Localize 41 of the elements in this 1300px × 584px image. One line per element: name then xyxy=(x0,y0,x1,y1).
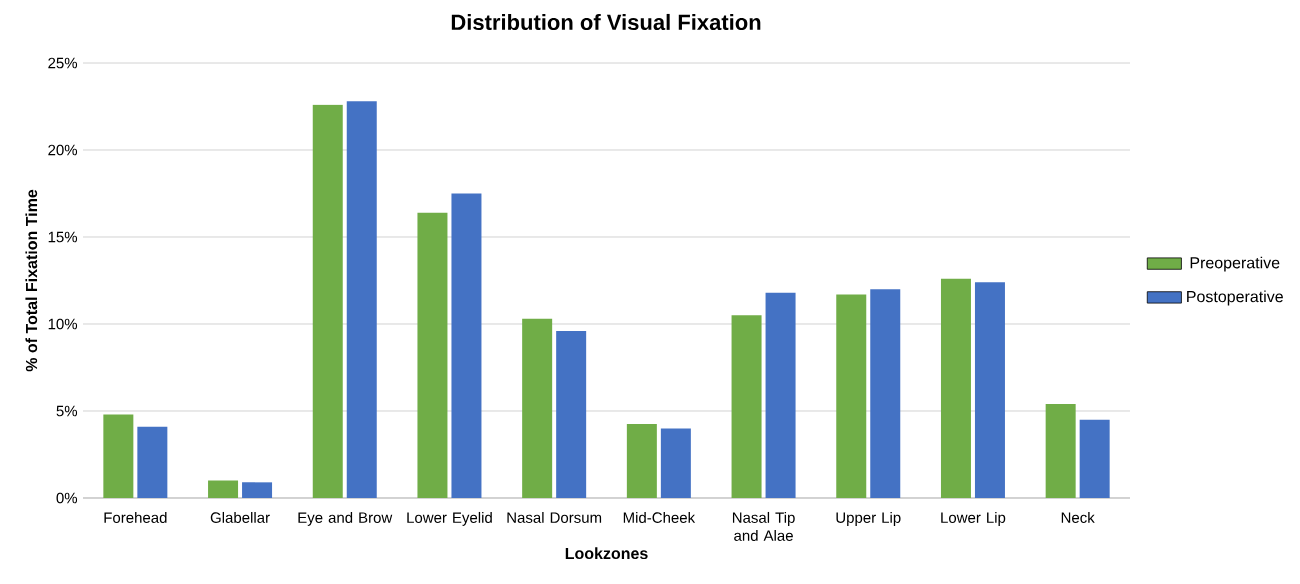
legend-label: Preoperative xyxy=(1190,256,1280,272)
bar xyxy=(208,480,239,498)
bar xyxy=(417,212,448,498)
bar xyxy=(1045,404,1076,498)
x-tick-label: Nasal Tip and Alae xyxy=(732,511,795,541)
bar xyxy=(870,289,901,498)
y-tick-label: 25% xyxy=(48,57,78,69)
bar xyxy=(346,101,377,498)
bar xyxy=(137,426,168,498)
y-tick-label: 20% xyxy=(48,144,78,156)
bar xyxy=(556,330,587,498)
x-tick-label: Upper Lip xyxy=(836,511,901,526)
x-tick-label: Eye and Brow xyxy=(298,511,393,526)
y-tick-label: 5% xyxy=(56,405,78,417)
x-tick-label: Glabellar xyxy=(210,511,270,523)
x-axis-title: Lookzones xyxy=(565,547,648,560)
y-tick-label: 15% xyxy=(48,231,78,243)
bar xyxy=(522,318,553,498)
chart-title: Distribution of Visual Fixation xyxy=(451,13,761,31)
bar xyxy=(103,414,134,498)
y-tick-label: 10% xyxy=(48,318,78,330)
y-axis-title: % of Total Fixation Time xyxy=(25,189,38,372)
x-tick-label: Nasal Dorsum xyxy=(507,511,602,523)
bar xyxy=(626,424,657,498)
bar xyxy=(940,278,971,498)
bar xyxy=(451,193,482,498)
x-tick-label: Mid-Cheek xyxy=(623,511,696,523)
x-tick-label: Neck xyxy=(1061,511,1095,523)
bar xyxy=(974,282,1005,498)
bar xyxy=(836,294,867,498)
bar xyxy=(731,315,762,498)
bar xyxy=(1079,419,1110,498)
bar xyxy=(660,428,691,498)
legend-label: Postoperative xyxy=(1187,290,1283,306)
bar xyxy=(242,482,273,498)
bar xyxy=(765,292,796,498)
y-tick-label: 0% xyxy=(56,492,78,504)
x-tick-label: Lower Lip xyxy=(941,511,1006,526)
x-tick-label: Lower Eyelid xyxy=(407,511,492,526)
x-tick-label: Forehead xyxy=(104,511,167,523)
bar xyxy=(312,104,343,498)
